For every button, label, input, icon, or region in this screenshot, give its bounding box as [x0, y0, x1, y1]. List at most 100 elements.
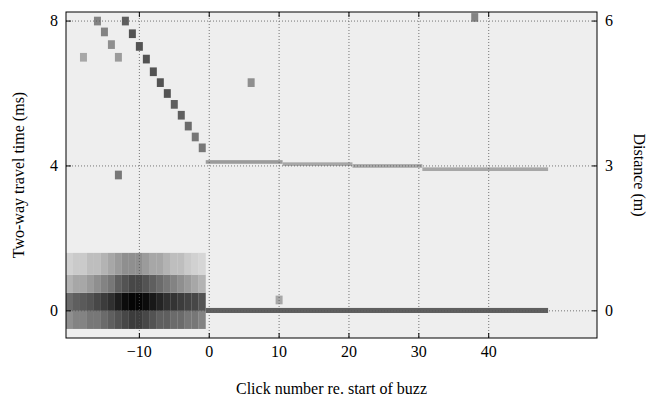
cell — [136, 311, 143, 329]
cell — [185, 253, 192, 275]
cell — [122, 253, 129, 275]
cell — [471, 13, 478, 22]
cell — [122, 311, 129, 329]
tick — [488, 12, 489, 17]
cell — [150, 67, 157, 76]
cell — [73, 311, 80, 329]
cell — [171, 293, 178, 311]
cell — [101, 311, 108, 329]
cell — [66, 253, 73, 275]
cell — [115, 53, 122, 62]
cell — [115, 275, 122, 293]
cell — [192, 275, 199, 293]
cell — [94, 253, 101, 275]
axis-title: Two-way travel time (ms) — [10, 92, 28, 258]
cell — [150, 275, 157, 293]
cell — [136, 275, 143, 293]
cell — [94, 293, 101, 311]
tick — [592, 165, 597, 166]
grid-line — [418, 12, 419, 338]
cell — [101, 293, 108, 311]
cell — [422, 167, 548, 171]
cell — [136, 42, 143, 51]
cell — [164, 293, 171, 311]
cell — [129, 29, 136, 38]
cell — [150, 253, 157, 275]
cell — [122, 275, 129, 293]
tick-label: −10 — [127, 343, 152, 360]
cell — [164, 89, 171, 98]
cell — [80, 311, 87, 329]
cell — [199, 311, 206, 329]
cell — [115, 171, 122, 180]
plot-background — [66, 12, 597, 338]
cell — [87, 253, 94, 275]
cell — [171, 275, 178, 293]
tick-label: 20 — [341, 343, 357, 360]
tick — [209, 12, 210, 17]
tick — [418, 333, 419, 338]
cell — [108, 293, 115, 311]
tick — [592, 310, 597, 311]
cell — [164, 253, 171, 275]
plot-frame — [66, 12, 597, 338]
cell — [185, 293, 192, 311]
tick-label: 0 — [50, 302, 58, 319]
tick — [209, 333, 210, 338]
cell — [143, 253, 150, 275]
cell — [122, 17, 129, 26]
cell — [283, 162, 353, 166]
cell — [206, 160, 283, 164]
cell — [66, 275, 73, 293]
tick — [279, 333, 280, 338]
tick — [66, 21, 71, 22]
cell — [115, 293, 122, 311]
cell — [171, 100, 178, 109]
cell — [129, 311, 136, 329]
tick-label: 0 — [605, 302, 613, 319]
tick-label: 0 — [205, 343, 213, 360]
cell — [115, 311, 122, 329]
cell — [178, 111, 185, 120]
cell — [73, 275, 80, 293]
tick — [592, 21, 597, 22]
cell — [199, 293, 206, 311]
tick-label: 6 — [605, 12, 613, 29]
cell — [66, 311, 73, 329]
cell — [185, 122, 192, 131]
cell — [80, 275, 87, 293]
cell — [122, 293, 129, 311]
cell — [199, 275, 206, 293]
cell — [192, 311, 199, 329]
cell — [129, 293, 136, 311]
tick-label: 4 — [50, 157, 58, 174]
cell — [178, 275, 185, 293]
cell — [150, 311, 157, 329]
tick-label: 10 — [271, 343, 287, 360]
tick — [418, 12, 419, 17]
cell — [157, 78, 164, 87]
tick — [66, 310, 71, 311]
cell — [248, 78, 255, 87]
cell — [157, 253, 164, 275]
cell — [143, 293, 150, 311]
cell — [87, 293, 94, 311]
grid-line — [66, 21, 597, 22]
cell — [80, 253, 87, 275]
cell — [101, 28, 108, 37]
cell — [143, 275, 150, 293]
axis-title: Click number re. start of buzz — [236, 380, 427, 397]
grid-line — [66, 165, 597, 166]
cell — [136, 293, 143, 311]
cell — [157, 311, 164, 329]
cell — [94, 275, 101, 293]
cell — [178, 311, 185, 329]
cell — [66, 293, 73, 311]
cell — [73, 253, 80, 275]
grid-line — [279, 12, 280, 338]
cell — [108, 275, 115, 293]
cell — [115, 253, 122, 275]
tick-label: 3 — [605, 157, 613, 174]
cell — [192, 253, 199, 275]
cell — [101, 275, 108, 293]
